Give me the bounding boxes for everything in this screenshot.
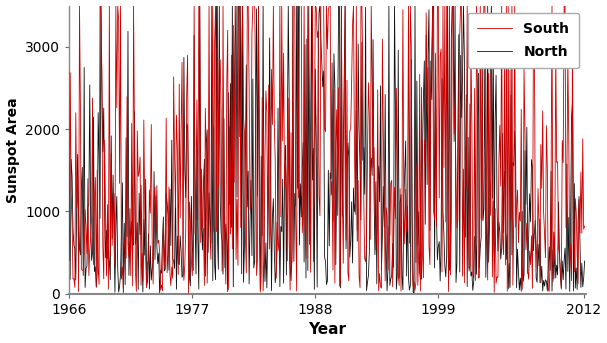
South [560, 161, 567, 165]
South [426, 263, 433, 267]
North [97, 3, 104, 8]
South [412, 280, 419, 284]
South [581, 224, 588, 228]
North [412, 260, 419, 264]
Line: South: South [69, 5, 585, 293]
Line: North: North [69, 5, 585, 294]
North [426, 228, 433, 233]
South [76, 3, 83, 8]
Legend: South, North: South, North [468, 12, 579, 68]
South [267, 226, 274, 230]
South [232, 257, 240, 261]
North [394, 273, 401, 277]
South [66, 259, 73, 263]
Y-axis label: Sunspot Area: Sunspot Area [5, 97, 19, 202]
North [560, 278, 567, 282]
X-axis label: Year: Year [308, 322, 347, 338]
North [410, 292, 418, 296]
North [231, 42, 239, 46]
South [395, 271, 402, 275]
North [581, 259, 588, 263]
North [266, 36, 273, 40]
North [66, 273, 73, 277]
South [185, 291, 192, 295]
